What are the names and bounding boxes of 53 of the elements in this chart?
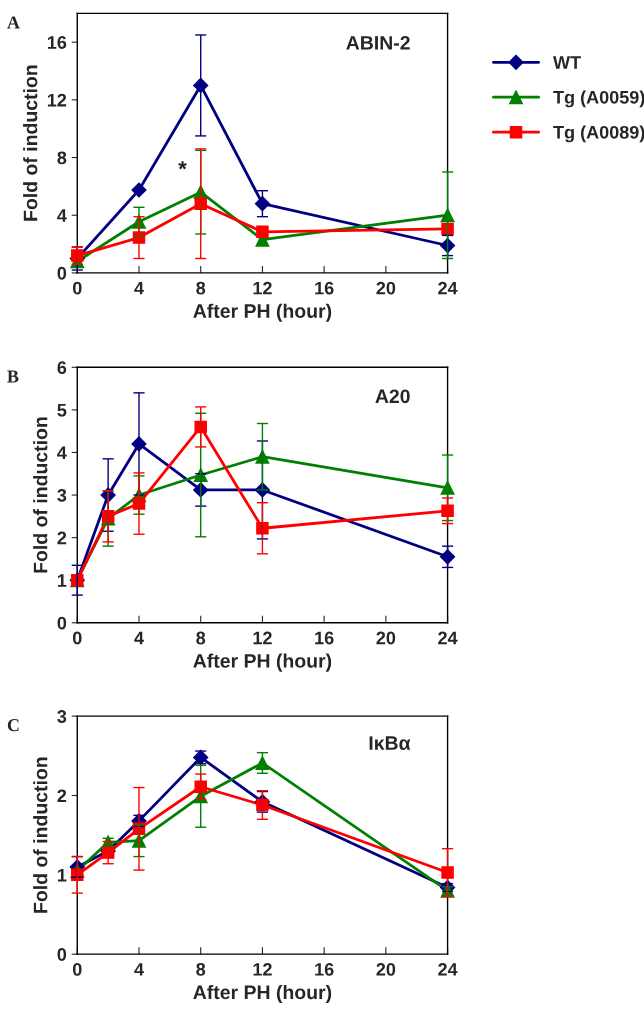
x-tick-label: 24 [438, 281, 458, 295]
x-tick-label: 24 [438, 631, 458, 645]
y-tick-label: 12 [47, 93, 67, 107]
x-tick-label: 4 [134, 631, 144, 645]
chart-title: C [7, 719, 19, 732]
x-tick-label: 20 [376, 631, 396, 645]
y-tick-label: 6 [57, 361, 67, 375]
x-tick-label: 4 [134, 281, 144, 295]
chart-title: B [7, 370, 19, 383]
y-tick-label: 0 [57, 266, 67, 280]
x-axis-title: After PH (hour) [193, 303, 332, 322]
x-tick-label: 0 [72, 281, 82, 295]
legend-label: Tg (A0089) [553, 125, 644, 143]
annotation: IκBα [369, 736, 411, 750]
y-tick-label: 0 [57, 948, 67, 961]
x-axis-title: After PH (hour) [193, 653, 332, 672]
x-tick-label: 12 [253, 631, 272, 645]
x-tick-label: 12 [253, 962, 272, 976]
x-tick-label: 8 [196, 281, 206, 295]
y-axis-title: Fold of induction [23, 65, 38, 221]
x-tick-label: 16 [315, 962, 334, 976]
legend-label: Tg (A0059) [553, 90, 644, 108]
x-tick-label: 20 [376, 281, 396, 295]
x-tick-label: 4 [134, 963, 144, 976]
y-tick-label: 1 [57, 868, 67, 882]
annotation: * [178, 161, 187, 170]
legend-label: WT [553, 56, 581, 69]
y-axis-title: Fold of induction [33, 417, 48, 573]
annotation: ABIN-2 [346, 35, 410, 50]
y-tick-label: 4 [57, 446, 67, 460]
x-tick-label: 24 [438, 962, 458, 976]
x-tick-label: 20 [376, 962, 396, 976]
y-tick-label: 2 [57, 531, 67, 545]
y-axis-title: Fold of induction [33, 757, 48, 913]
chart-title: A [7, 16, 20, 29]
y-tick-label: 0 [57, 616, 67, 630]
x-tick-label: 8 [196, 631, 206, 645]
x-tick-label: 12 [253, 281, 272, 295]
y-tick-label: 4 [57, 209, 67, 222]
y-tick-label: 16 [47, 36, 67, 49]
y-tick-label: 2 [57, 789, 67, 803]
x-tick-label: 8 [196, 962, 206, 976]
y-tick-label: 1 [57, 574, 67, 587]
y-tick-label: 3 [57, 488, 67, 502]
x-tick-label: 16 [315, 631, 334, 645]
x-tick-label: 0 [72, 962, 82, 976]
x-tick-label: 0 [72, 631, 82, 645]
y-tick-label: 3 [57, 710, 67, 723]
x-axis-title: After PH (hour) [193, 984, 332, 1004]
annotation: A20 [375, 389, 410, 404]
x-tick-label: 16 [315, 281, 334, 295]
y-tick-label: 8 [57, 151, 67, 165]
y-tick-label: 5 [57, 404, 67, 417]
